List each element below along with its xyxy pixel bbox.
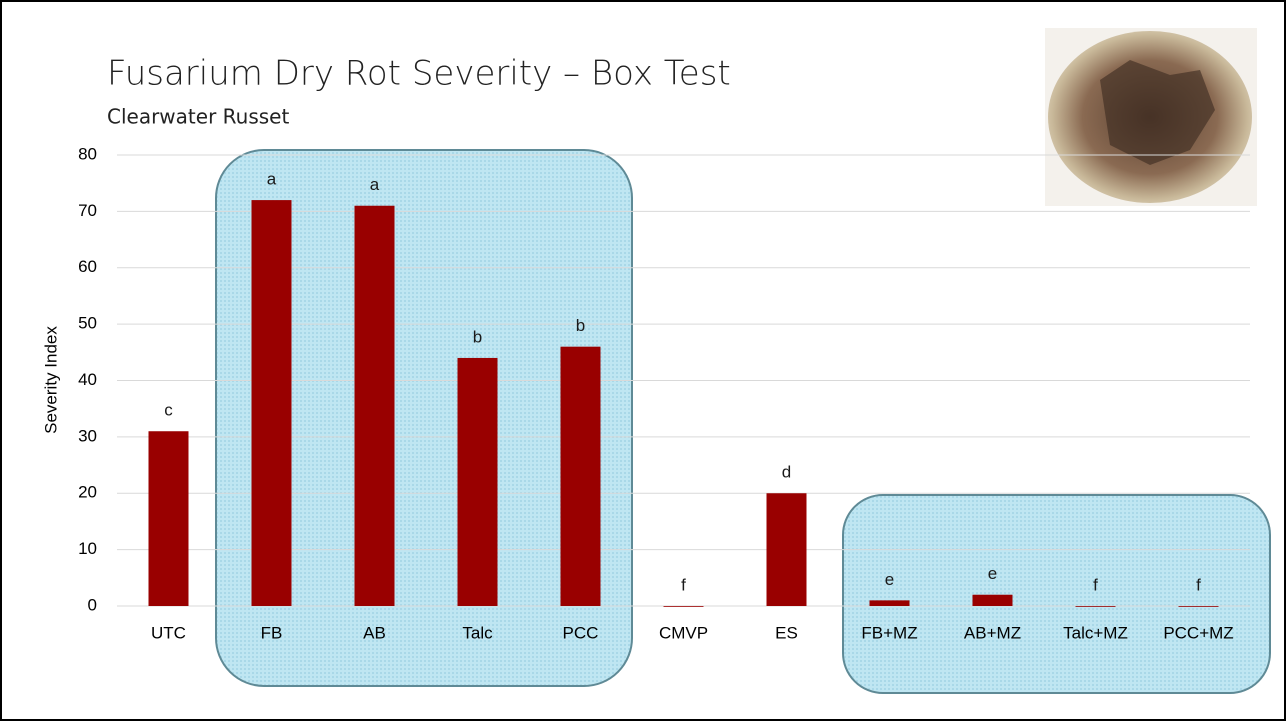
x-tick-label: AB+MZ [964, 623, 1021, 642]
x-tick-label: FB+MZ [861, 623, 917, 642]
significance-letter: b [473, 327, 482, 346]
x-tick-label: FB [261, 623, 283, 642]
y-tick-label: 20 [78, 483, 97, 502]
significance-letter: f [1093, 575, 1098, 594]
y-tick-label: 40 [78, 370, 97, 389]
x-tick-label: AB [363, 623, 386, 642]
bar [1179, 606, 1219, 607]
chart-title: Fusarium Dry Rot Severity – Box Test [107, 54, 731, 94]
significance-letter: e [885, 570, 894, 589]
significance-letter: a [370, 175, 380, 194]
bar [1076, 606, 1116, 607]
bar [870, 600, 910, 606]
significance-letter: d [782, 463, 791, 482]
bar [973, 595, 1013, 606]
y-tick-label: 10 [78, 539, 97, 558]
bar [664, 606, 704, 607]
bar [252, 200, 292, 606]
significance-letter: f [1196, 575, 1201, 594]
group-box [843, 495, 1270, 693]
significance-letter: b [576, 316, 585, 335]
y-tick-label: 50 [78, 314, 97, 333]
x-tick-label: PCC+MZ [1163, 623, 1233, 642]
bar [149, 431, 189, 606]
significance-letter: a [267, 170, 277, 189]
slide: Fusarium Dry Rot Severity – Box Test Cle… [0, 0, 1286, 721]
y-axis-label: Severity Index [41, 326, 60, 434]
x-tick-label: PCC [563, 623, 599, 642]
y-tick-label: 30 [78, 426, 97, 445]
significance-letter: f [681, 575, 686, 594]
x-tick-label: ES [775, 623, 798, 642]
bar [458, 358, 498, 606]
bar [767, 493, 807, 606]
x-tick-label: UTC [151, 623, 186, 642]
x-tick-label: Talc+MZ [1063, 623, 1128, 642]
x-tick-label: CMVP [659, 623, 708, 642]
chart-subtitle: Clearwater Russet [107, 105, 289, 129]
y-tick-label: 60 [78, 257, 97, 276]
significance-letter: c [164, 401, 173, 420]
y-tick-label: 0 [88, 595, 97, 614]
y-tick-label: 80 [78, 144, 97, 163]
y-tick-label: 70 [78, 201, 97, 220]
photo [1045, 28, 1257, 206]
bar [355, 206, 395, 606]
bar [561, 347, 601, 606]
x-tick-label: Talc [462, 623, 493, 642]
significance-letter: e [988, 564, 997, 583]
